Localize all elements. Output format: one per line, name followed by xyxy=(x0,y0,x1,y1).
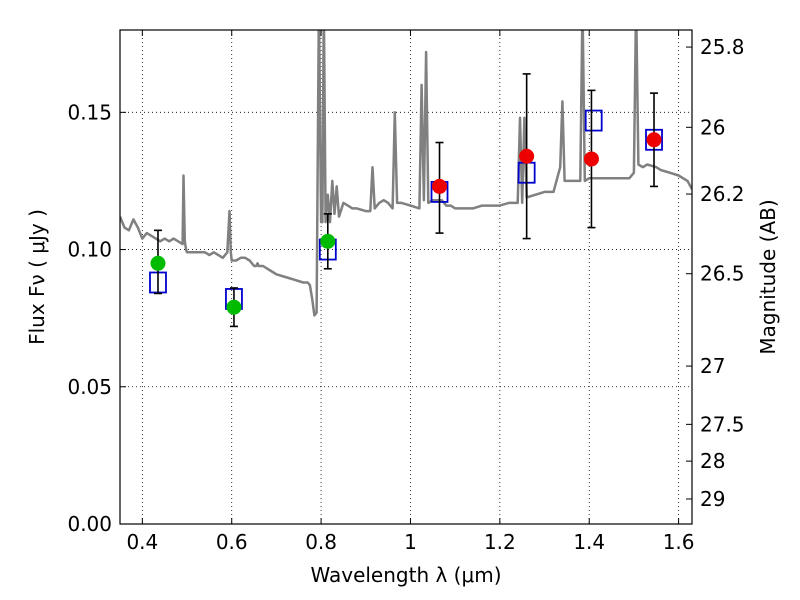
y-tick-label: 0.15 xyxy=(67,100,112,124)
x-tick-label: 0.4 xyxy=(126,530,158,554)
optical-flux-point xyxy=(150,255,166,271)
plot-background xyxy=(120,30,692,524)
plot-frame xyxy=(119,29,693,525)
optical-flux-point xyxy=(320,233,336,249)
y-axis-title: Flux Fν ( μJy ) xyxy=(25,209,49,345)
y-tick-label: 0.10 xyxy=(67,238,112,262)
x-tick-label: 1.4 xyxy=(573,530,605,554)
right-axis-title: Magnitude (AB) xyxy=(756,199,780,354)
mag-tick-label: 26 xyxy=(700,115,725,139)
nir-flux-point xyxy=(432,178,448,194)
axes: 0.4 0.6 0.8 1 1.2 1.4 1.6 0.00 0.05 0.10 0.15 25.8 2… xyxy=(67,30,745,554)
mag-tick-label: 27.5 xyxy=(700,412,745,436)
x-tick-label: 1.6 xyxy=(663,530,695,554)
x-tick-label: 1 xyxy=(404,530,417,554)
model-spectrum-line xyxy=(120,30,692,317)
mag-tick-label: 25.8 xyxy=(700,35,745,59)
x-tick-label: 0.6 xyxy=(216,530,248,554)
plot-data xyxy=(120,30,692,328)
mag-tick-label: 27 xyxy=(700,354,725,378)
y-tick-label: 0.05 xyxy=(67,375,112,399)
x-axis-title: Wavelength λ (μm) xyxy=(310,563,501,587)
nir-flux-point xyxy=(583,151,599,167)
mag-tick-label: 28 xyxy=(700,449,725,473)
x-tick-label: 0.8 xyxy=(305,530,337,554)
model-flux-square xyxy=(584,109,603,132)
y-tick-label: 0.00 xyxy=(67,512,112,536)
x-tick-label: 1.2 xyxy=(484,530,516,554)
nir-flux-point xyxy=(519,148,535,164)
mag-tick-label: 26.5 xyxy=(700,262,745,286)
optical-flux-point xyxy=(226,299,242,315)
mag-tick-label: 26.2 xyxy=(700,182,745,206)
nir-flux-point xyxy=(646,132,662,148)
mag-tick-label: 29 xyxy=(700,487,725,511)
